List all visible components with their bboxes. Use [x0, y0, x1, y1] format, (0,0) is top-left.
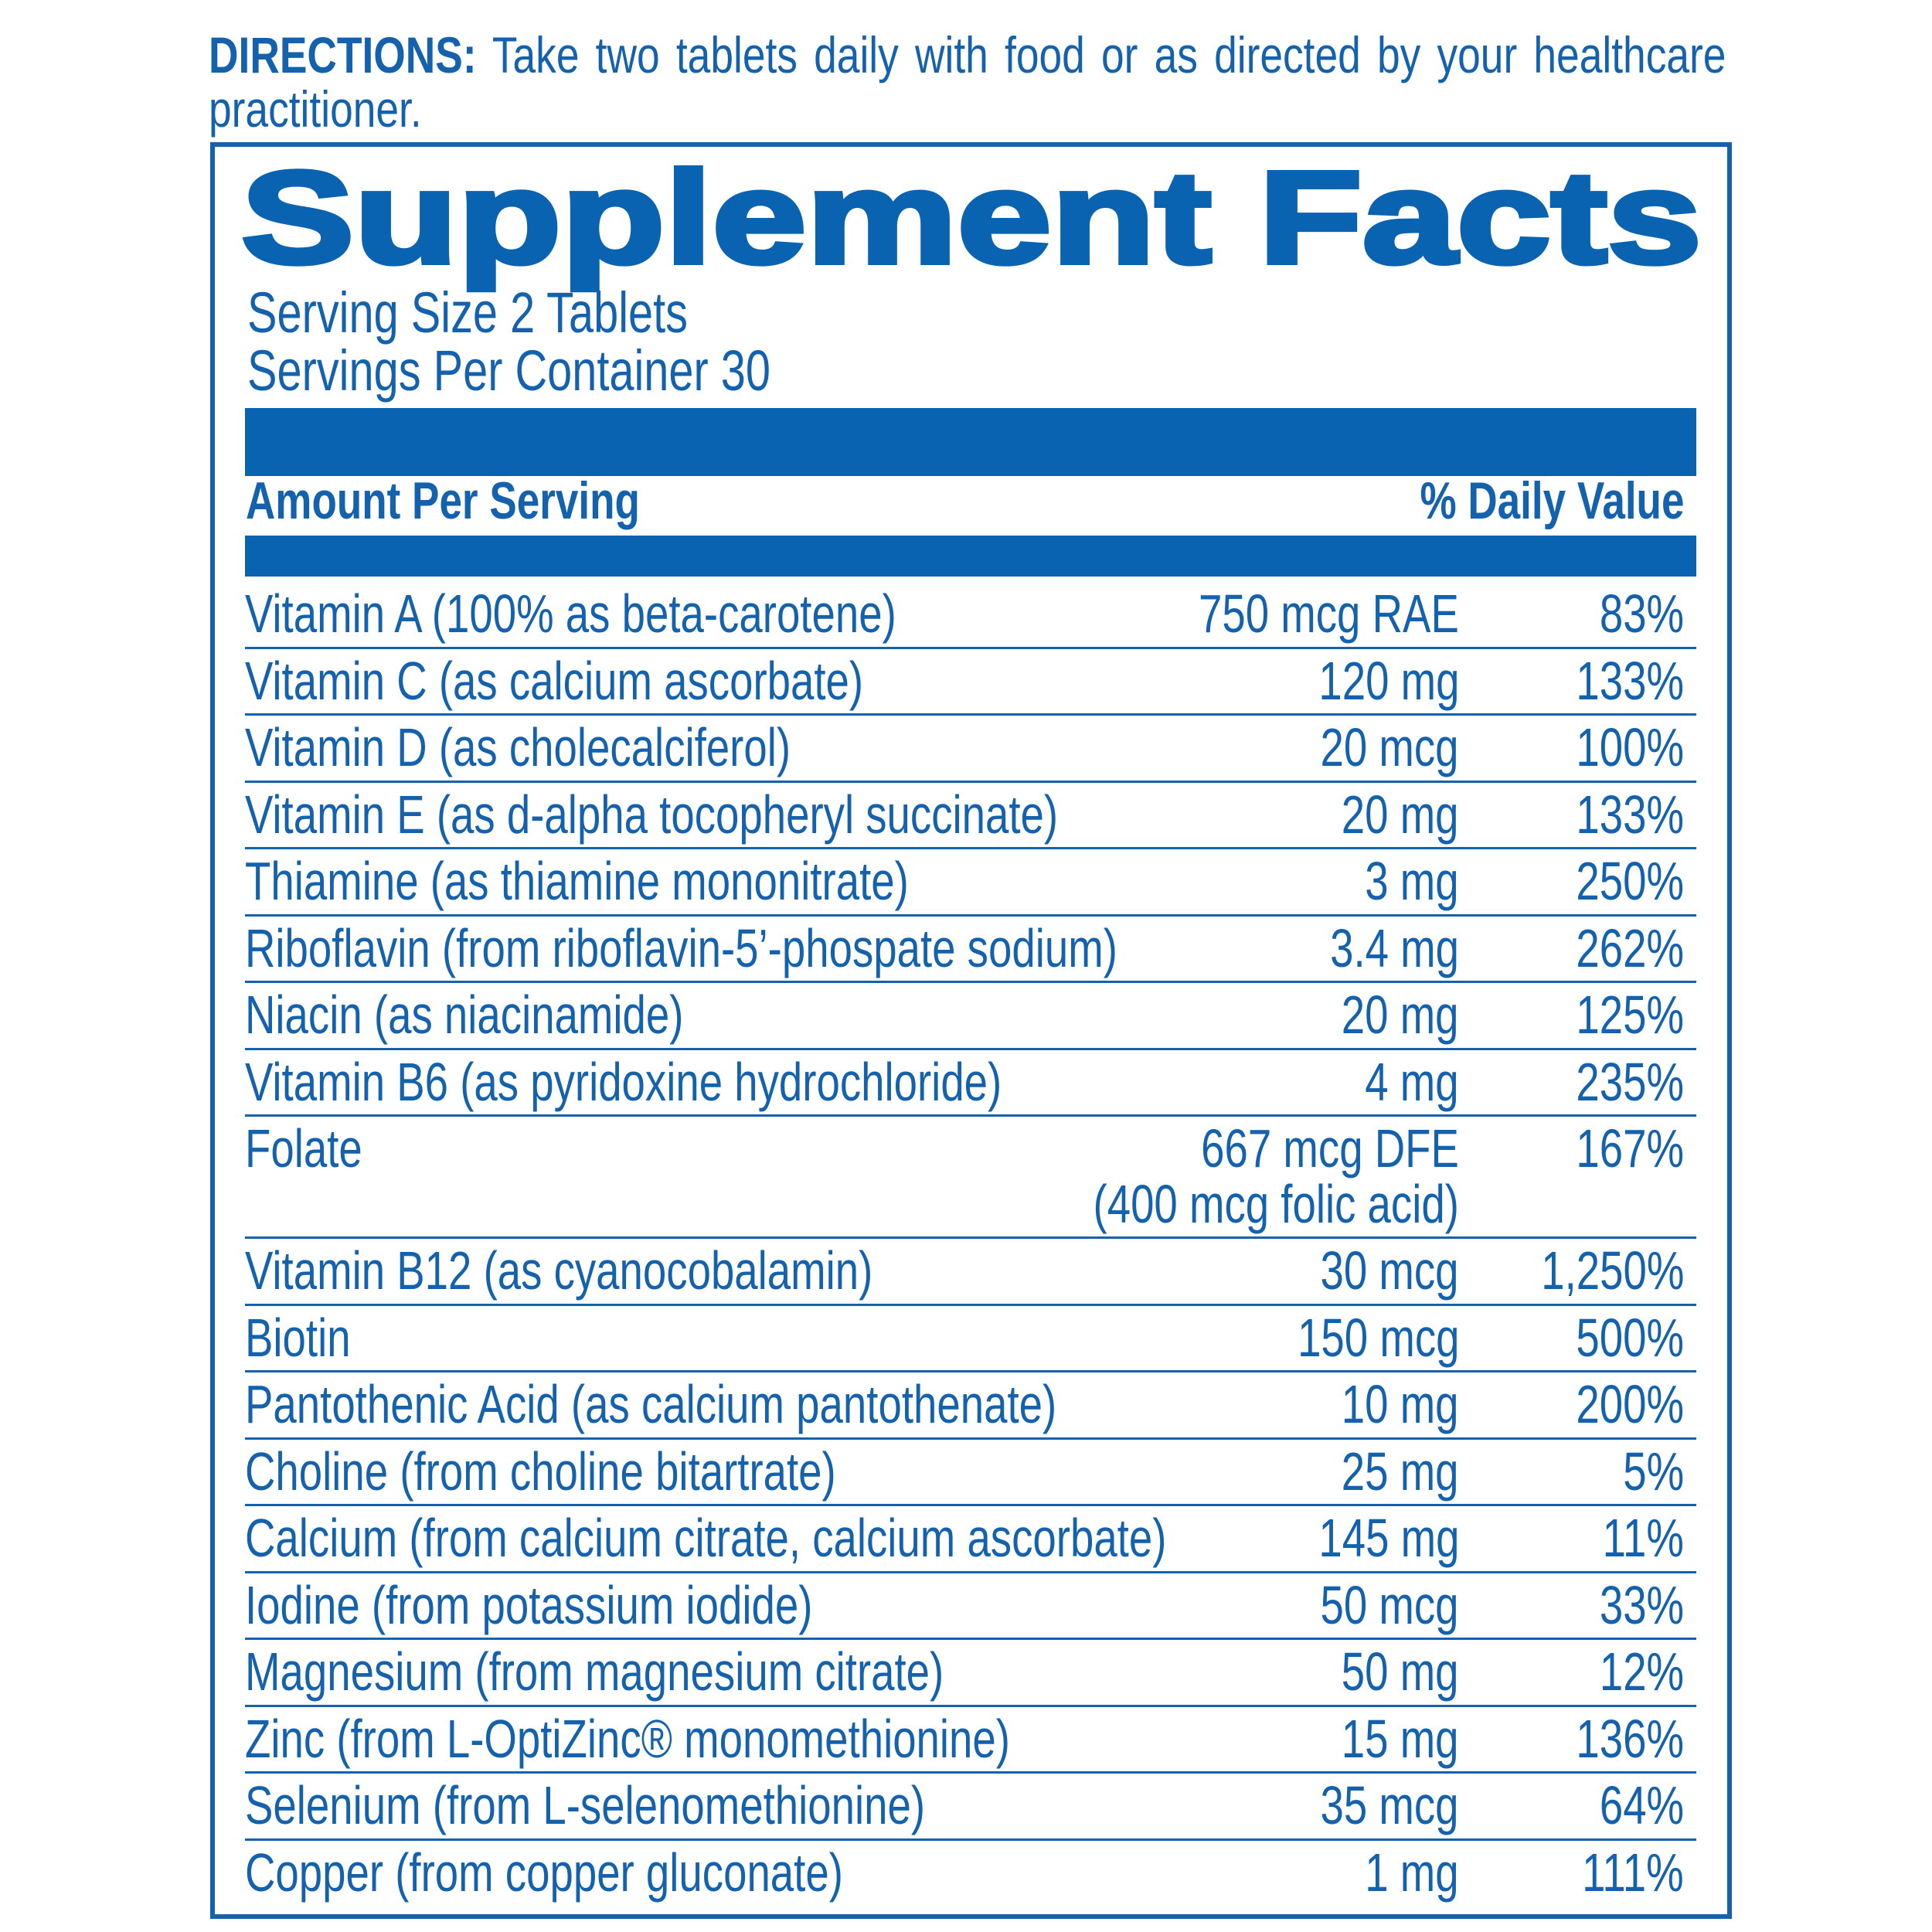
nutrient-name: Thiamine (as thiamine mononitrate) [245, 851, 909, 911]
daily-value: 12% [1599, 1641, 1684, 1702]
nutrient-name: Riboflavin (from riboflavin-5’-phospate … [245, 917, 1117, 978]
amount: 30 mcg [1320, 1240, 1459, 1301]
amount: 4 mg [1365, 1051, 1459, 1112]
daily-value: 136% [1576, 1708, 1684, 1769]
directions: DIRECTIONS: Take two tablets daily with … [209, 28, 1726, 136]
amount: 3 mg [1365, 851, 1459, 911]
row-divider [245, 1838, 1696, 1841]
daily-value: 262% [1576, 917, 1684, 978]
serving-size: Serving Size 2 Tablets [247, 281, 689, 345]
row-divider [245, 1771, 1696, 1774]
nutrient-name: Biotin [245, 1307, 351, 1368]
daily-value: 33% [1599, 1574, 1684, 1635]
nutrient-name: Copper (from copper gluconate) [245, 1842, 843, 1903]
title: Supplement Facts [241, 147, 1702, 291]
row-divider [245, 1370, 1696, 1372]
row-divider [245, 1437, 1696, 1440]
row-divider [245, 780, 1696, 783]
amount: 750 mcg RAE [1199, 583, 1459, 644]
daily-value: 100% [1576, 717, 1684, 777]
amount: 20 mcg [1320, 717, 1459, 777]
amount: 25 mg [1342, 1440, 1459, 1502]
amount: 50 mg [1342, 1641, 1459, 1702]
row-divider [245, 1504, 1696, 1506]
daily-value: 5% [1623, 1440, 1684, 1502]
row-divider [245, 913, 1696, 917]
daily-value: 1,250% [1540, 1240, 1684, 1301]
row-divider [245, 1570, 1696, 1573]
amount-note: (400 mcg folic acid) [1093, 1174, 1459, 1234]
daily-value: 83% [1599, 583, 1684, 644]
row-divider [245, 847, 1696, 849]
nutrient-name: Magnesium (from magnesium citrate) [245, 1641, 944, 1702]
row-divider [245, 1638, 1696, 1640]
nutrient-name: Pantothenic Acid (as calcium pantothenat… [245, 1374, 1057, 1434]
directions-label: DIRECTIONS: [209, 26, 477, 83]
amount: 50 mcg [1320, 1574, 1459, 1635]
amount: 145 mg [1318, 1508, 1459, 1568]
amount: 20 mg [1342, 784, 1459, 845]
daily-value: 250% [1576, 851, 1684, 911]
row-divider [245, 646, 1696, 649]
nutrient-name: Vitamin E (as d-alpha tocopheryl succina… [245, 784, 1059, 845]
nutrient-name: Vitamin D (as cholecalciferol) [245, 717, 791, 777]
nutrient-name: Choline (from choline bitartrate) [245, 1440, 836, 1502]
daily-value: 200% [1576, 1374, 1684, 1434]
nutrient-name: Selenium (from L-selenomethionine) [245, 1775, 926, 1835]
amount: 35 mcg [1320, 1775, 1459, 1835]
row-divider [245, 1114, 1696, 1117]
row-divider [245, 1704, 1696, 1707]
row-divider [245, 1047, 1696, 1050]
nutrient-name: Iodine (from potassium iodide) [245, 1574, 813, 1635]
directions-text: Take two tablets daily with food or as d… [209, 26, 1726, 138]
daily-value: 125% [1576, 985, 1684, 1045]
amount: 10 mg [1342, 1374, 1459, 1434]
amount: 20 mg [1342, 985, 1459, 1045]
daily-value: 500% [1576, 1307, 1684, 1368]
thick-bar [245, 408, 1696, 476]
daily-value: 11% [1602, 1508, 1684, 1568]
daily-value: 64% [1599, 1775, 1684, 1835]
daily-value: 133% [1576, 784, 1684, 845]
daily-value: 235% [1576, 1051, 1684, 1112]
nutrient-name: Vitamin B12 (as cyanocobalamin) [245, 1240, 873, 1301]
amount: 150 mcg [1297, 1307, 1459, 1368]
servings-per-container: Servings Per Container 30 [247, 338, 770, 403]
daily-value: 111% [1582, 1842, 1684, 1903]
header-bar [245, 536, 1696, 577]
amount: 120 mg [1318, 650, 1459, 711]
amount: 15 mg [1342, 1708, 1459, 1769]
facts-box [210, 142, 1732, 1919]
amount: 3.4 mg [1330, 917, 1459, 978]
row-divider [245, 981, 1696, 983]
daily-value: 167% [1576, 1118, 1684, 1179]
nutrient-name: Zinc (from L-OptiZinc® monomethionine) [245, 1708, 1010, 1769]
row-divider [245, 1303, 1696, 1306]
nutrient-name: Vitamin A (100% as beta-carotene) [245, 583, 896, 644]
amount: 1 mg [1365, 1842, 1459, 1903]
title-svg: Supplement Facts [239, 147, 1704, 294]
daily-value: 133% [1576, 650, 1684, 711]
nutrient-name: Calcium (from calcium citrate, calcium a… [245, 1508, 1167, 1568]
nutrient-name: Folate [245, 1118, 362, 1179]
amount-header: Amount Per Serving [246, 471, 640, 530]
amount: 667 mcg DFE [1201, 1118, 1459, 1179]
dv-header: % Daily Value [1420, 471, 1684, 530]
row-divider [245, 713, 1696, 716]
nutrient-name: Vitamin B6 (as pyridoxine hydrochloride) [245, 1051, 1002, 1112]
nutrient-name: Niacin (as niacinamide) [245, 985, 684, 1045]
row-divider [245, 1236, 1696, 1239]
nutrient-name: Vitamin C (as calcium ascorbate) [245, 650, 864, 711]
